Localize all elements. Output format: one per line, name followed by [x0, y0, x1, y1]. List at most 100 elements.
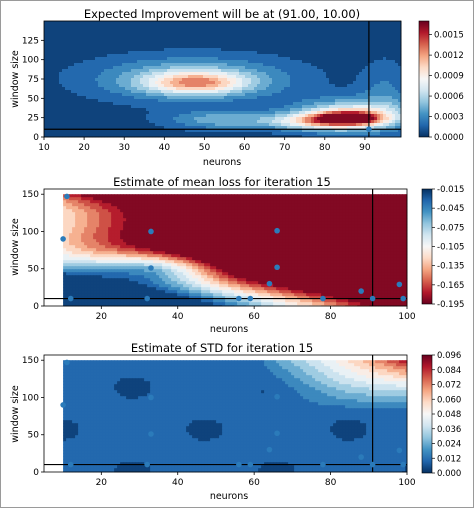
colorbar-tick: 0.072: [432, 381, 461, 391]
sample-point: [148, 229, 154, 235]
colorbar-tick: 0.048: [432, 410, 461, 420]
colorbar-tick-label: 0.096: [437, 351, 461, 361]
colorbar-tick-label: 0.0012: [434, 51, 464, 61]
colorbar-tick-label: 0.0015: [434, 31, 464, 41]
y-tick: 50: [28, 431, 44, 441]
x-tick-label: 90: [359, 143, 371, 153]
x-tick: 80: [319, 137, 331, 153]
y-tick-label: 0: [33, 302, 39, 312]
x-tick: 80: [325, 472, 337, 488]
colorbar-tick: 0.012: [432, 454, 461, 464]
colorbar-tick-label: 0.084: [437, 366, 461, 376]
chart-mean-loss: Estimate of mean loss for iteration 15 2…: [10, 175, 464, 335]
sample-point: [267, 447, 273, 453]
colorbar-tick: -0.195: [432, 300, 464, 310]
x-tick-label: 50: [199, 143, 211, 153]
y-tick-label: 75: [28, 75, 39, 85]
sample-point: [148, 431, 154, 437]
x-tick-label: 40: [159, 143, 171, 153]
colorbar-tick-label: 0.000: [437, 469, 461, 479]
x-tick-label: 60: [248, 478, 260, 488]
x-axis-label: neurons: [210, 324, 248, 335]
colorbar-tick: -0.045: [432, 204, 464, 214]
sample-point: [274, 228, 280, 234]
y-tick: 0: [33, 468, 44, 478]
x-tick-label: 60: [248, 312, 260, 322]
colorbar-tick-label: 0.024: [437, 440, 461, 450]
colorbar: [422, 189, 432, 304]
colorbar-tick-label: -0.105: [437, 243, 464, 253]
x-tick: 80: [325, 306, 337, 322]
colorbar-tick: 0.024: [432, 440, 461, 450]
x-tick: 40: [172, 306, 184, 322]
colorbar-tick-label: 0.0006: [434, 92, 464, 102]
heatmap-surface: [44, 21, 401, 137]
x-tick: 40: [172, 472, 184, 488]
sample-point: [400, 462, 406, 468]
heatmap-surface: [63, 360, 407, 472]
colorbar-tick-label: -0.075: [437, 223, 464, 233]
colorbar-tick-label: 0.060: [437, 395, 461, 405]
sample-point: [370, 462, 376, 468]
chart-title: Expected Improvement will be at (91.00, …: [84, 7, 360, 21]
x-tick-label: 20: [96, 312, 108, 322]
x-tick-label: 80: [325, 312, 337, 322]
sample-point: [248, 462, 254, 468]
colorbar-tick: 0.096: [432, 351, 461, 361]
chart-title: Estimate of mean loss for iteration 15: [113, 175, 331, 189]
y-tick: 0: [33, 302, 44, 312]
colorbar-tick: 0.000: [432, 469, 461, 479]
colorbar-tick-label: -0.045: [437, 204, 464, 214]
y-tick-label: 25: [28, 114, 39, 124]
y-tick: 25: [28, 114, 44, 124]
y-tick-label: 50: [28, 265, 40, 275]
sample-point: [144, 462, 150, 468]
x-tick-label: 80: [319, 143, 331, 153]
sample-point: [60, 236, 66, 242]
colorbar-tick-label: 0.036: [437, 425, 461, 435]
sample-point: [236, 462, 242, 468]
x-tick: 60: [248, 306, 260, 322]
x-tick-label: 70: [279, 143, 291, 153]
y-tick: 50: [28, 94, 44, 104]
x-tick: 40: [159, 137, 171, 153]
sample-point: [64, 194, 70, 200]
colorbar-tick-label: 0.0000: [434, 133, 464, 143]
colorbar-tick: 0.0000: [429, 133, 464, 143]
x-tick: 100: [398, 306, 415, 322]
y-tick: 75: [28, 75, 44, 85]
y-tick: 125: [22, 36, 44, 46]
x-tick-label: 80: [325, 478, 337, 488]
y-tick-label: 50: [28, 94, 40, 104]
sample-point: [148, 265, 154, 271]
colorbar: [422, 355, 432, 473]
colorbar-tick: -0.075: [432, 223, 464, 233]
sample-point: [274, 264, 280, 270]
x-tick: 60: [248, 472, 260, 488]
y-axis-label: window size: [10, 218, 21, 276]
y-tick-label: 100: [22, 393, 39, 403]
x-axis-label: neurons: [210, 491, 248, 502]
x-tick-label: 40: [172, 478, 184, 488]
y-tick: 100: [22, 56, 44, 66]
colorbar-tick: -0.165: [432, 281, 464, 291]
colorbar-tick: 0.0012: [429, 51, 464, 61]
colorbar-tick-label: 0.012: [437, 454, 461, 464]
y-tick-label: 0: [33, 468, 39, 478]
sample-point: [320, 296, 326, 302]
y-tick: 0: [33, 133, 44, 143]
x-tick-label: 10: [38, 143, 50, 153]
x-tick-label: 30: [118, 143, 130, 153]
sample-point: [397, 282, 403, 288]
sample-point: [248, 296, 254, 302]
sample-point: [400, 296, 406, 302]
colorbar-tick: -0.015: [432, 185, 464, 195]
x-tick-label: 100: [398, 312, 415, 322]
sample-point: [358, 288, 364, 294]
sample-point: [60, 402, 66, 408]
colorbar-tick-label: 0.048: [437, 410, 461, 420]
sample-point: [144, 296, 150, 302]
x-tick: 70: [279, 137, 291, 153]
y-tick: 150: [22, 190, 44, 200]
